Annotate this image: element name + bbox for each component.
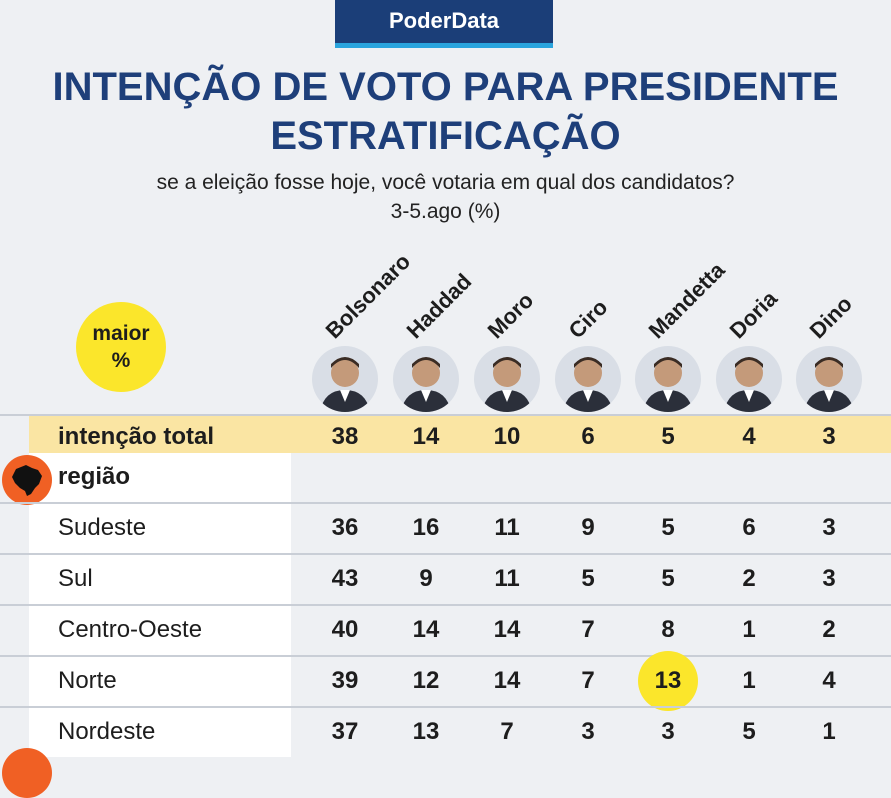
table-cell: 7 <box>581 616 595 643</box>
avatar-doria <box>716 346 782 412</box>
row-label: Centro-Oeste <box>58 616 203 643</box>
table-cell: 8 <box>661 616 675 643</box>
avatar-ciro <box>555 346 621 412</box>
table-cell: 13 <box>412 718 440 745</box>
candidate-name-haddad: Haddad <box>401 268 477 344</box>
table-cell: 16 <box>412 514 440 541</box>
table-cell: 40 <box>331 616 359 643</box>
divider <box>0 414 891 416</box>
total-value: 10 <box>493 423 521 450</box>
brazil-map-icon <box>2 455 52 505</box>
table-cell: 5 <box>661 514 675 541</box>
table-cell: 3 <box>581 718 595 745</box>
avatar-mandetta <box>635 346 701 412</box>
row-divider <box>0 553 891 555</box>
total-value: 5 <box>661 423 675 450</box>
candidate-name-mandetta: Mandetta <box>643 257 730 344</box>
chart-title-line2: ESTRATIFICAÇÃO <box>270 114 621 158</box>
avatar-haddad <box>393 346 459 412</box>
table-cell: 5 <box>742 718 756 745</box>
table-cell: 5 <box>581 565 595 592</box>
table-cell: 7 <box>581 667 595 694</box>
chart-title: INTENÇÃO DE VOTO PARA PRESIDENTE <box>52 65 839 109</box>
section-label: região <box>58 463 131 490</box>
table-cell: 14 <box>412 616 440 643</box>
avatar-moro <box>474 346 540 412</box>
row-divider <box>0 655 891 657</box>
table-cell: 3 <box>822 565 836 592</box>
table-cell: 3 <box>822 514 836 541</box>
table-cell: 2 <box>822 616 836 643</box>
total-row-label: intenção total <box>58 423 215 450</box>
table-cell: 43 <box>331 565 359 592</box>
table-cell: 37 <box>331 718 359 745</box>
table-cell: 13 <box>654 667 682 694</box>
row-label: Norte <box>58 667 117 694</box>
total-value: 14 <box>412 423 440 450</box>
table-cell: 1 <box>822 718 836 745</box>
total-value: 38 <box>331 423 359 450</box>
row-divider <box>0 706 891 708</box>
table-cell: 2 <box>742 565 756 592</box>
table-cell: 1 <box>742 667 756 694</box>
table-cell: 1 <box>742 616 756 643</box>
chart-subtitle: se a eleição fosse hoje, você votaria em… <box>156 171 735 194</box>
table-cell: 6 <box>742 514 756 541</box>
table-cell: 11 <box>494 565 520 592</box>
row-divider <box>0 502 891 504</box>
total-row-band <box>29 416 891 453</box>
row-divider <box>0 604 891 606</box>
table-cell: 12 <box>412 667 440 694</box>
brand-logo: PoderData <box>335 0 553 48</box>
avatar-dino <box>796 346 862 412</box>
table-cell: 9 <box>419 565 433 592</box>
row-label: Sul <box>58 565 93 592</box>
table-cell: 5 <box>661 565 675 592</box>
badge-line2: % <box>111 349 131 372</box>
total-value: 3 <box>822 423 836 450</box>
table-cell: 9 <box>581 514 595 541</box>
table-cell: 11 <box>494 514 520 541</box>
table-cell: 14 <box>493 667 521 694</box>
chart-date: 3-5.ago (%) <box>390 200 501 223</box>
next-section-icon <box>2 748 52 798</box>
total-value: 6 <box>581 423 595 450</box>
row-label: Sudeste <box>58 514 147 541</box>
badge-line1: maior <box>92 322 150 345</box>
total-value: 4 <box>742 423 756 450</box>
highlight-legend-badge: maior % <box>76 302 166 392</box>
table-cell: 4 <box>822 667 836 694</box>
highlight-circle <box>638 651 698 711</box>
table-cell: 36 <box>331 514 359 541</box>
table-cell: 7 <box>500 718 514 745</box>
candidate-name-dino: Dino <box>804 291 857 344</box>
candidate-name-bolsonaro: Bolsonaro <box>320 248 416 344</box>
row-label: Nordeste <box>58 718 156 745</box>
table-cell: 3 <box>661 718 675 745</box>
candidate-name-moro: Moro <box>482 287 539 344</box>
candidate-name-doria: Doria <box>724 285 783 344</box>
avatar-bolsonaro <box>312 346 378 412</box>
table-cell: 39 <box>331 667 359 694</box>
candidate-name-ciro: Ciro <box>563 294 613 344</box>
table-cell: 14 <box>493 616 521 643</box>
